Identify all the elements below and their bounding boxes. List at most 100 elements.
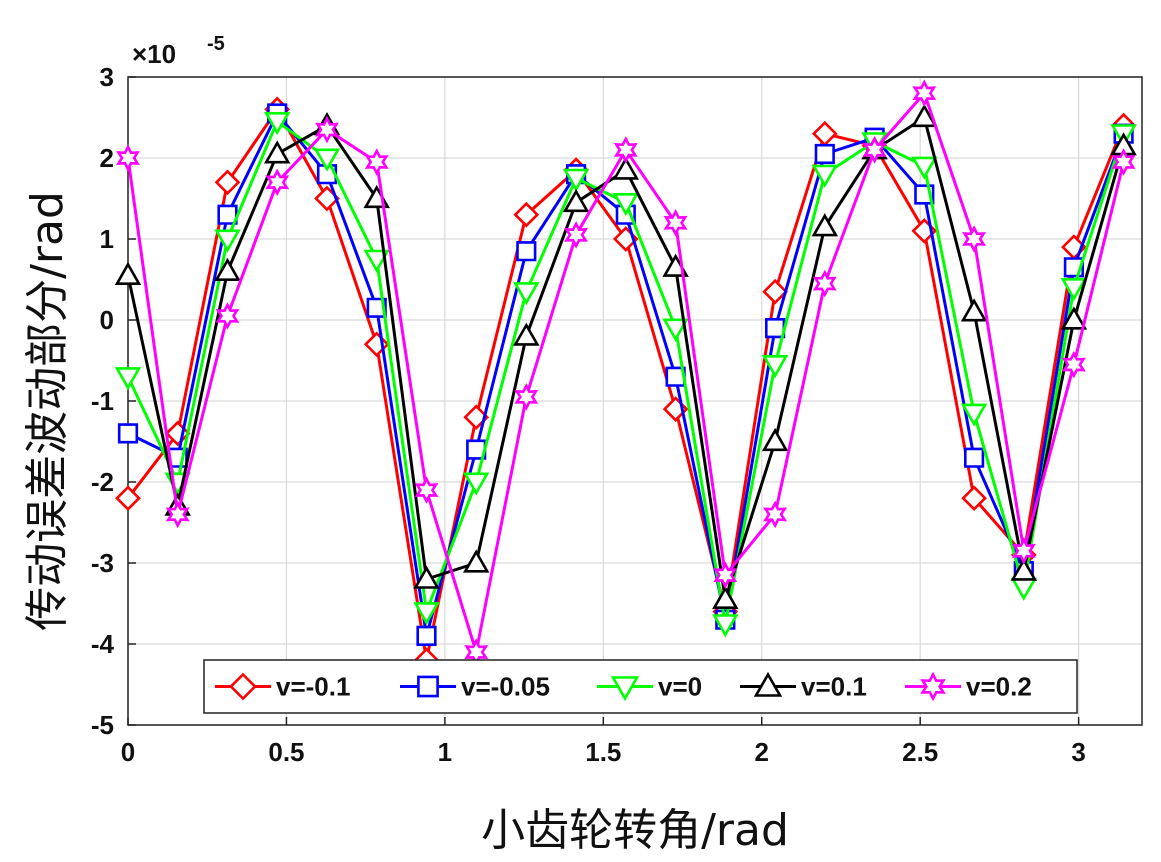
data-point — [663, 209, 688, 237]
data-point — [1060, 277, 1088, 302]
x-tick-label: 1.5 — [585, 737, 621, 767]
legend-swatch-marker — [753, 671, 783, 697]
legend: v=-0.1 v=-0.05 v=0 v=0.1 v=0.2 — [203, 659, 1078, 714]
data-point — [911, 156, 938, 180]
data-point — [960, 403, 988, 427]
data-point — [1010, 557, 1038, 581]
data-point — [466, 439, 487, 460]
data-point — [763, 500, 788, 529]
data-point — [1061, 350, 1086, 379]
data-point — [115, 485, 141, 512]
data-point — [462, 472, 490, 496]
data-point — [413, 565, 440, 589]
data-point — [712, 585, 739, 610]
data-point — [413, 602, 440, 626]
y-axis-label: 传动误差波动部分/rad — [22, 191, 73, 631]
data-point — [713, 561, 738, 589]
x-tick-label: 2.5 — [902, 737, 938, 767]
x-axis: 0 0.5 1 1.5 2 2.5 3 — [121, 717, 1086, 767]
legend-label: v=0 — [658, 672, 702, 702]
data-point — [761, 354, 789, 379]
data-point — [862, 136, 887, 164]
data-point — [114, 367, 142, 391]
data-point — [564, 221, 589, 249]
series-group — [114, 79, 1137, 674]
data-point — [215, 302, 240, 330]
data-point — [117, 423, 139, 444]
y-tick-label: -3 — [91, 548, 114, 578]
data-point — [962, 225, 987, 253]
data-point — [263, 140, 291, 164]
data-point — [811, 120, 838, 147]
data-point — [764, 317, 786, 339]
y-tick-label: -5 — [91, 710, 114, 740]
data-point — [814, 143, 835, 165]
data-point — [912, 79, 937, 108]
data-point — [762, 278, 788, 305]
series-v=0 — [114, 112, 1137, 638]
data-point — [1011, 537, 1036, 565]
exponent-label-base: ×10 — [132, 39, 176, 69]
data-point — [712, 614, 739, 638]
x-tick-label: 0.5 — [268, 737, 304, 767]
y-tick-label: 0 — [100, 305, 114, 335]
legend-label: v=0.1 — [801, 672, 867, 702]
data-point — [462, 549, 490, 573]
x-tick-label: 2 — [755, 737, 769, 767]
data-point — [214, 257, 241, 282]
data-point — [961, 485, 987, 512]
data-point — [612, 193, 640, 217]
data-point — [263, 112, 291, 136]
data-point — [761, 427, 789, 452]
data-point — [513, 201, 540, 228]
data-point — [911, 103, 938, 128]
data-point — [214, 169, 241, 196]
data-point — [612, 156, 640, 180]
y-tick-label: 2 — [100, 143, 114, 173]
data-point — [562, 188, 590, 213]
legend-swatch-marker — [417, 675, 439, 698]
legend-label: v=0.2 — [966, 672, 1032, 702]
data-point — [315, 115, 339, 144]
y-tick-label: -4 — [91, 629, 115, 659]
data-point — [811, 213, 839, 237]
legend-item: v=0 — [597, 672, 702, 702]
legend-item: v=-0.1 — [215, 672, 350, 702]
data-point — [811, 164, 839, 188]
x-axis-label: 小齿轮转角/rad — [481, 805, 789, 856]
data-point — [562, 168, 590, 192]
data-point — [1111, 148, 1136, 176]
data-point — [513, 322, 540, 346]
data-point — [1010, 577, 1038, 601]
data-point — [812, 269, 837, 298]
series-v=0.2 — [116, 79, 1136, 666]
data-point — [513, 282, 540, 306]
data-point — [165, 500, 190, 529]
data-point — [960, 298, 988, 322]
data-point — [662, 318, 689, 342]
legend-label: v=-0.05 — [461, 672, 550, 702]
exponent-label-power: -5 — [207, 33, 225, 55]
x-tick-label: 1 — [438, 737, 452, 767]
x-tick-label: 3 — [1071, 737, 1085, 767]
y-tick-label: 3 — [100, 62, 114, 92]
data-point — [514, 383, 539, 411]
legend-item: v=0.1 — [740, 672, 867, 702]
data-point — [214, 229, 241, 253]
data-point — [963, 447, 985, 468]
y-tick-label: -2 — [91, 467, 114, 497]
x-tick-label: 0 — [121, 737, 135, 767]
legend-swatch-marker — [229, 672, 257, 701]
data-point — [416, 625, 437, 647]
data-point — [613, 136, 638, 164]
legend-label: v=-0.1 — [276, 672, 350, 702]
data-point — [265, 168, 290, 197]
legend-swatch-marker — [920, 671, 946, 702]
data-point — [414, 476, 439, 504]
data-point — [116, 144, 140, 172]
data-point — [363, 249, 390, 273]
data-point — [516, 241, 537, 262]
y-tick-label: 1 — [100, 224, 114, 254]
data-point — [217, 204, 238, 225]
